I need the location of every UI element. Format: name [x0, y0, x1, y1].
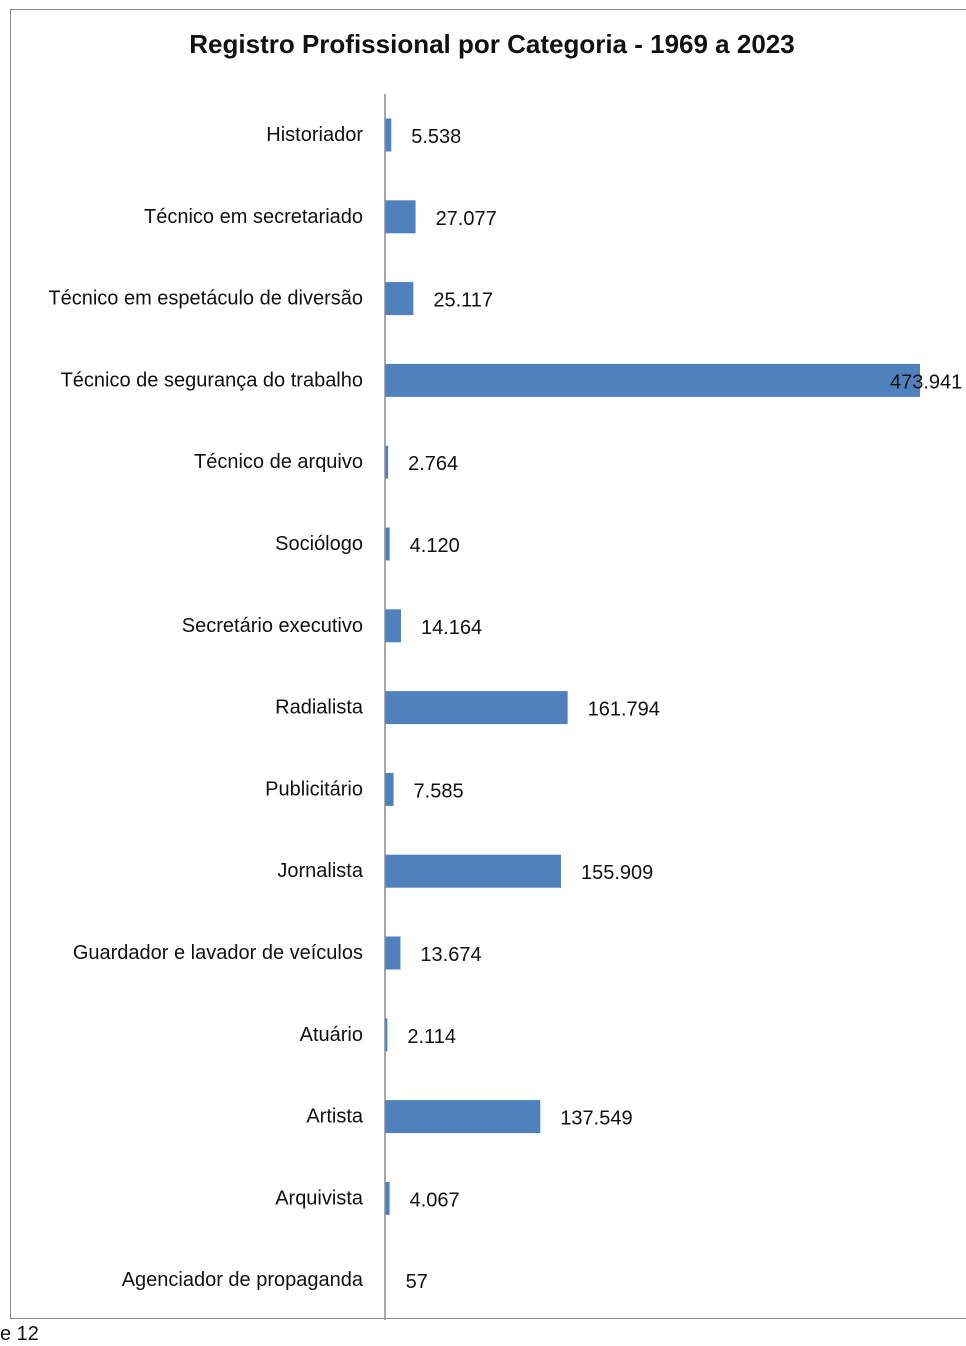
category-label: Atuário: [300, 1024, 363, 1046]
bar-1: [385, 200, 416, 234]
value-label: 7.585: [414, 780, 464, 802]
bars-group: [385, 118, 920, 1297]
bar-10: [385, 936, 401, 970]
category-label: Guardador e lavador de veículos: [73, 942, 363, 964]
category-label: Historiador: [266, 124, 363, 146]
category-label: Arquivista: [275, 1187, 364, 1209]
category-label: Publicitário: [265, 778, 363, 800]
bar-13: [385, 1181, 390, 1215]
category-label: Técnico em espetáculo de diversão: [48, 288, 363, 310]
bar-2: [385, 282, 414, 316]
value-label: 4.120: [410, 535, 460, 557]
bar-6: [385, 609, 401, 643]
bar-5: [385, 527, 390, 561]
bar-7: [385, 691, 568, 725]
value-label: 161.794: [588, 699, 660, 721]
value-label: 57: [406, 1271, 428, 1293]
bar-8: [385, 772, 394, 806]
category-label: Secretário executivo: [182, 615, 363, 637]
category-label: Artista: [306, 1106, 364, 1128]
bar-0: [385, 118, 392, 152]
value-label: 2.114: [407, 1026, 456, 1048]
value-label: 155.909: [581, 862, 653, 884]
category-label: Técnico de arquivo: [194, 451, 363, 473]
category-label: Radialista: [275, 697, 364, 719]
bar-11: [385, 1018, 388, 1052]
category-label: Jornalista: [277, 860, 363, 882]
value-label: 137.549: [560, 1108, 632, 1130]
value-label: 5.538: [411, 126, 461, 148]
bar-3: [385, 363, 920, 397]
value-label: 27.077: [436, 208, 497, 230]
category-labels-group: Historiador Técnico em secretariado Técnic…: [48, 124, 364, 1291]
category-label: Técnico em secretariado: [144, 206, 363, 228]
category-label: Técnico de segurança do trabalho: [61, 369, 363, 391]
value-label: 14.164: [421, 617, 482, 639]
value-label: 2.764: [408, 453, 458, 475]
bar-9: [385, 854, 561, 888]
value-label: 13.674: [420, 944, 481, 966]
value-label: 473.941: [890, 371, 962, 393]
value-labels-group: 5.538 27.077 25.117 473.941 2.764 4.120 14.164…: [406, 126, 963, 1293]
footer-text: e 12: [0, 1323, 39, 1345]
chart-title: Registro Profissional por Categoria - 19…: [189, 29, 795, 59]
category-label: Sociólogo: [275, 533, 363, 555]
value-label: 4.067: [410, 1189, 460, 1211]
value-label: 25.117: [433, 290, 493, 312]
bar-4: [385, 445, 389, 479]
bar-12: [385, 1100, 541, 1134]
category-label: Agenciador de propaganda: [122, 1269, 364, 1291]
